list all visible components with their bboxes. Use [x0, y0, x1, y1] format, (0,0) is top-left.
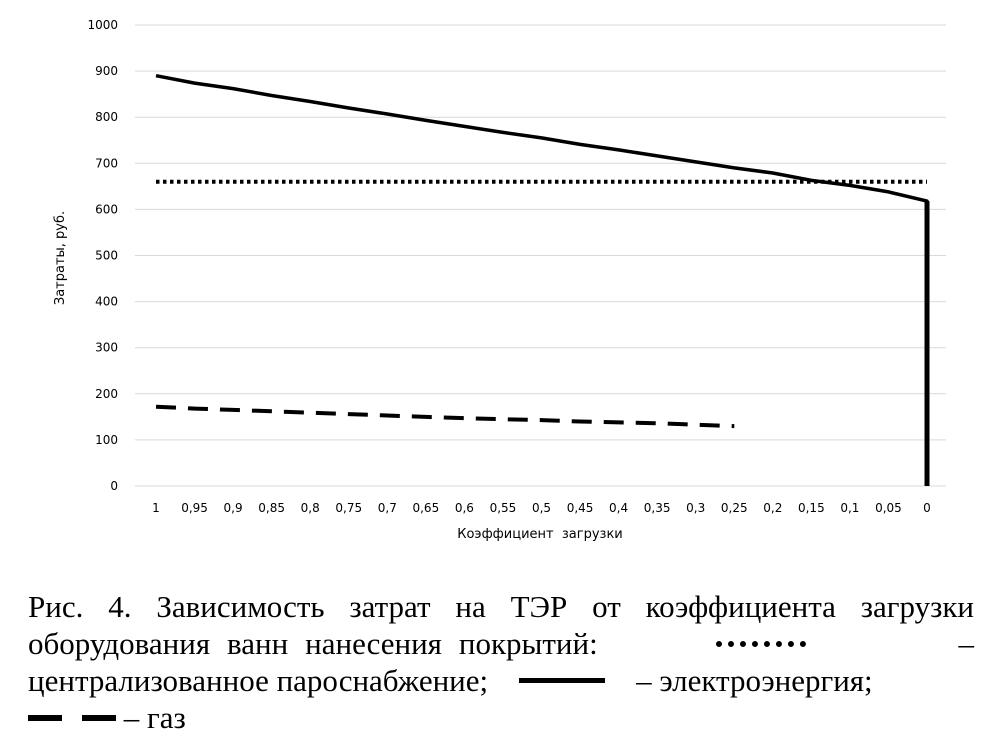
y-tick-label: 300 — [95, 341, 118, 355]
y-axis-title: Затраты, руб. — [53, 211, 68, 305]
caption-text-2: централизованное пароснабжение; — [28, 663, 489, 698]
y-tick-label: 100 — [95, 433, 118, 447]
caption-text-4: – газ — [116, 700, 186, 735]
y-tick-label: 700 — [95, 156, 118, 170]
x-axis-title: Коэффициент загрузки — [457, 527, 623, 542]
x-tick-label: 0,85 — [258, 501, 285, 515]
x-tick-label: 0,95 — [181, 501, 208, 515]
x-tick-label: 0,4 — [609, 501, 628, 515]
grid-lines — [135, 24, 946, 487]
series-line-electricity — [155, 73, 929, 486]
y-tick-label: 200 — [95, 387, 118, 401]
x-tick-label: 0,5 — [532, 501, 551, 515]
x-tick-labels: 1 0,95 0,9 0,85 0,8 0,75 0,7 0,65 0,6 0,55 0,5 0,45… — [152, 501, 931, 515]
x-tick-label: 0,25 — [721, 501, 748, 515]
y-tick-label: 900 — [95, 64, 118, 78]
y-tick-labels: 0 100 200 300 400 500 600 700 800 900 1000 — [87, 18, 118, 493]
x-tick-label: 0,2 — [763, 501, 782, 515]
y-tick-label: 0 — [110, 479, 118, 493]
x-tick-label: 1 — [152, 501, 160, 515]
x-tick-label: 0,05 — [875, 501, 902, 515]
x-tick-label: 0,8 — [301, 501, 320, 515]
x-tick-label: 0,35 — [644, 501, 671, 515]
figure-caption: Рис. 4. Зависимость затрат на ТЭР от коэ… — [28, 588, 974, 736]
legend-swatch-dotted — [716, 640, 807, 647]
x-tick-label: 0,1 — [840, 501, 859, 515]
caption-text-1: Рис. 4. Зависимость затрат на ТЭР от коэ… — [28, 589, 974, 661]
x-tick-label: 0,45 — [567, 501, 594, 515]
series-line-gas — [155, 404, 735, 429]
x-tick-label: 0,9 — [224, 501, 243, 515]
x-tick-label: 0,6 — [455, 501, 474, 515]
x-tick-label: 0,7 — [378, 501, 397, 515]
y-tick-label: 600 — [95, 202, 118, 216]
x-tick-label: 0,55 — [490, 501, 517, 515]
y-tick-label: 400 — [95, 295, 118, 309]
caption-text-dash: – — [941, 626, 975, 661]
caption-text-3: – электроэнергия; — [628, 663, 873, 698]
x-tick-label: 0,15 — [798, 501, 825, 515]
legend-swatch-solid — [519, 678, 606, 684]
x-tick-label: 0,65 — [412, 501, 439, 515]
legend-swatch-dashed — [28, 714, 116, 721]
y-tick-label: 1000 — [87, 18, 118, 32]
series-lines — [155, 73, 930, 486]
y-tick-label: 500 — [95, 249, 118, 263]
y-tick-label: 800 — [95, 110, 118, 124]
x-tick-label: 0,3 — [686, 501, 705, 515]
chart: 0 100 200 300 400 500 600 700 800 900 1000 1 0,95 0,… — [53, 18, 946, 542]
x-tick-label: 0 — [923, 501, 931, 515]
x-tick-label: 0,75 — [335, 501, 362, 515]
